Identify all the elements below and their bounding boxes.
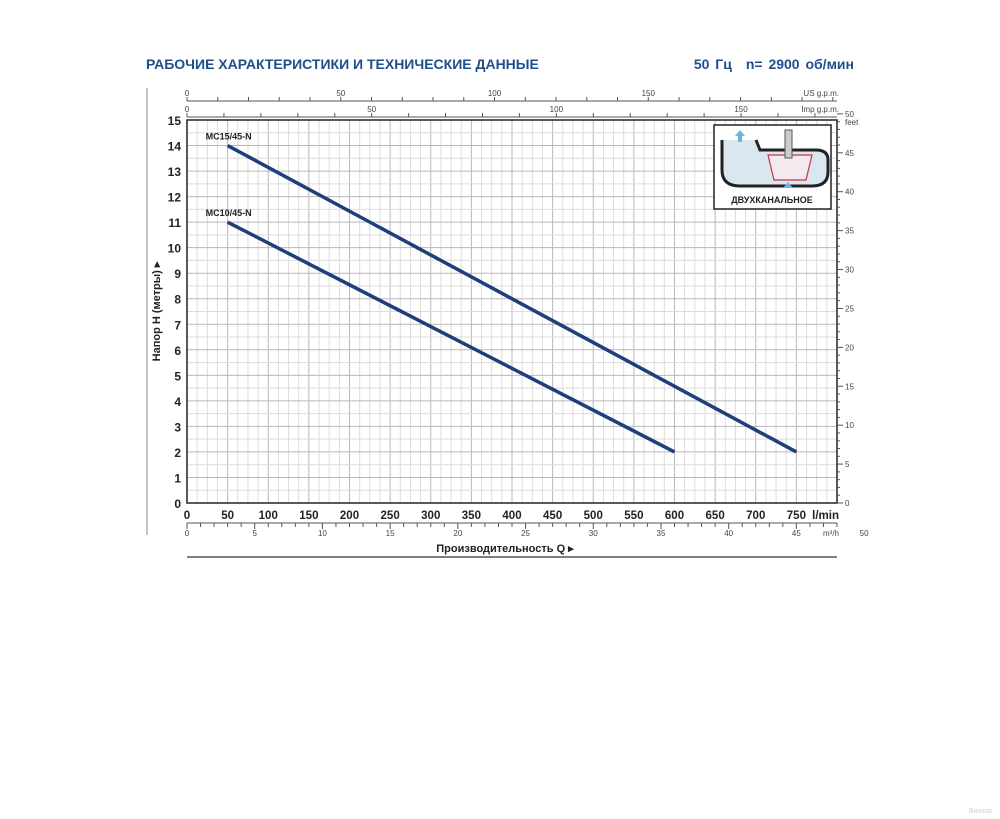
plot-frame <box>186 119 838 504</box>
x-tick-label: 350 <box>462 510 481 522</box>
us-gpm-tick-label: 50 <box>336 89 345 98</box>
y-tick-label: 9 <box>174 267 181 281</box>
shaft-icon <box>784 129 793 159</box>
m3h-tick-label: 0 <box>185 529 190 538</box>
feet-tick-label: 40 <box>845 188 854 197</box>
impeller-icon <box>767 154 813 181</box>
m3h-unit-label: m³/h <box>823 529 839 538</box>
us-gpm-tick-label: 100 <box>488 89 502 98</box>
x-unit-label: l/min <box>812 510 839 522</box>
x-tick-label: 0 <box>184 510 190 522</box>
m3h-tick-label: 45 <box>792 529 801 538</box>
m3h-tick-label: 35 <box>657 529 666 538</box>
x-tick-label: 50 <box>221 510 234 522</box>
x-axis-title: Производительность Q ▸ <box>436 543 574 555</box>
y-tick-label: 5 <box>174 369 181 383</box>
y-tick-label: 0 <box>174 497 181 511</box>
x-tick-label: 150 <box>299 510 318 522</box>
us-gpm-tick-label: 150 <box>642 89 656 98</box>
operating-conditions: 50 Гц n= 2900 об/мин <box>680 56 854 72</box>
m3h-tick-label: 15 <box>386 529 395 538</box>
y-tick-label: 7 <box>174 318 181 332</box>
feet-tick-label: 25 <box>845 304 854 313</box>
feet-tick-label: 35 <box>845 227 854 236</box>
y-tick-label: 8 <box>174 293 181 307</box>
x-tick-label: 650 <box>706 510 725 522</box>
x-tick-label: 200 <box>340 510 359 522</box>
feet-tick-label: 0 <box>845 499 850 508</box>
y-tick-label: 10 <box>168 242 182 256</box>
us-gpm-unit-label: US g.p.m. <box>803 89 839 98</box>
feet-tick-label: 10 <box>845 421 854 430</box>
series-label: MC15/45-N <box>206 132 252 142</box>
inlet-arrow-icon <box>783 182 793 188</box>
y-tick-label: 1 <box>174 471 181 485</box>
y-axis-title: Напор H (метры) ▸ <box>151 261 163 361</box>
imp-gpm-tick-label: 0 <box>185 105 190 114</box>
m3h-tick-label: 20 <box>453 529 462 538</box>
speed: n= 2900 об/мин <box>745 56 854 72</box>
m3h-tick-label: 5 <box>252 529 257 538</box>
feet-tick-label: 15 <box>845 382 854 391</box>
imp-gpm-tick-label: 150 <box>734 105 748 114</box>
y-tick-label: 2 <box>174 446 181 460</box>
imp-gpm-unit-label: Imp g.p.m. <box>801 105 839 114</box>
x-tick-label: 300 <box>421 510 440 522</box>
watermark: Вихкор <box>968 808 992 815</box>
x-tick-label: 250 <box>381 510 400 522</box>
series-label: MC10/45-N <box>206 208 252 218</box>
feet-tick-label: 30 <box>845 266 854 275</box>
feet-tick-label: 50 <box>845 110 854 119</box>
m3h-tick-label: 10 <box>318 529 327 538</box>
m3h-tick-label: 40 <box>724 529 733 538</box>
x-tick-label: 450 <box>543 510 562 522</box>
flow-arrow-icon <box>735 130 745 142</box>
x-tick-label: 100 <box>259 510 278 522</box>
x-tick-label: 400 <box>502 510 521 522</box>
imp-gpm-tick-label: 100 <box>550 105 564 114</box>
y-tick-label: 6 <box>174 344 181 358</box>
y-tick-label: 12 <box>168 191 182 205</box>
x-tick-label: 500 <box>584 510 603 522</box>
inset-label: ДВУХКАНАЛЬНОЕ <box>731 195 813 205</box>
x-tick-label: 600 <box>665 510 684 522</box>
feet-unit-label: feet <box>845 118 859 127</box>
y-tick-label: 15 <box>168 114 182 128</box>
us-gpm-tick-label: 0 <box>185 89 190 98</box>
m3h-tick-label: 25 <box>521 529 530 538</box>
x-tick-label: 550 <box>624 510 643 522</box>
series-line-mc15-45-n <box>226 143 798 454</box>
y-tick-label: 3 <box>174 420 181 434</box>
y-tick-label: 14 <box>168 140 182 154</box>
feet-tick-label: 45 <box>845 149 854 158</box>
frequency: 50 Гц <box>693 56 732 72</box>
y-tick-label: 13 <box>168 165 182 179</box>
feet-tick-label: 20 <box>845 343 854 352</box>
x-tick-label: 750 <box>787 510 806 522</box>
y-tick-label: 11 <box>168 216 181 230</box>
page-title: РАБОЧИЕ ХАРАКТЕРИСТИКИ И ТЕХНИЧЕСКИЕ ДАН… <box>146 56 539 72</box>
imp-gpm-tick-label: 50 <box>367 105 376 114</box>
y-tick-label: 4 <box>174 395 181 409</box>
x-tick-label: 700 <box>746 510 765 522</box>
m3h-tick-label: 50 <box>860 529 869 538</box>
feet-tick-label: 5 <box>845 460 850 469</box>
series-line-mc10-45-n <box>226 220 676 454</box>
m3h-tick-label: 30 <box>589 529 598 538</box>
